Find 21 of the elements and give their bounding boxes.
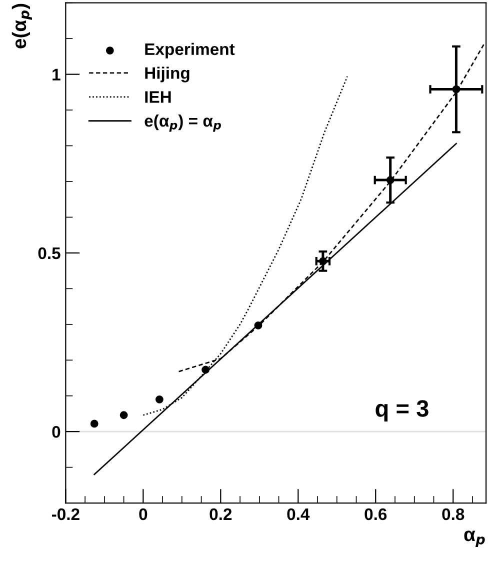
legend-label: Experiment: [145, 42, 235, 58]
x-tick-label: 0: [139, 508, 148, 520]
x-tick-label: -0.2: [52, 508, 80, 520]
x-tick-label: 0.4: [287, 508, 310, 520]
legend-label: e(α$_{p}$) = α$_{p}$: [144, 114, 221, 132]
y-tick-label: 1: [52, 68, 60, 80]
x-tick-label: 0.6: [364, 508, 387, 520]
y-tick-label: 0: [52, 426, 60, 438]
point: [90, 420, 98, 428]
point: [254, 322, 262, 330]
y-tick-label: 0.5: [38, 247, 60, 260]
legend-label: Hijing: [145, 66, 190, 82]
x-tick-label: 0.8: [442, 508, 464, 520]
point: [202, 366, 210, 374]
legend-label: IEH: [145, 91, 171, 103]
y-axis-title: e(α$_{p}$): [12, 4, 32, 48]
annotation: q = 3: [376, 400, 428, 422]
x-axis-title: α$_{p}$: [464, 530, 485, 548]
point: [120, 411, 128, 420]
point: [155, 395, 164, 404]
x-tick-label: 0.2: [210, 508, 232, 520]
